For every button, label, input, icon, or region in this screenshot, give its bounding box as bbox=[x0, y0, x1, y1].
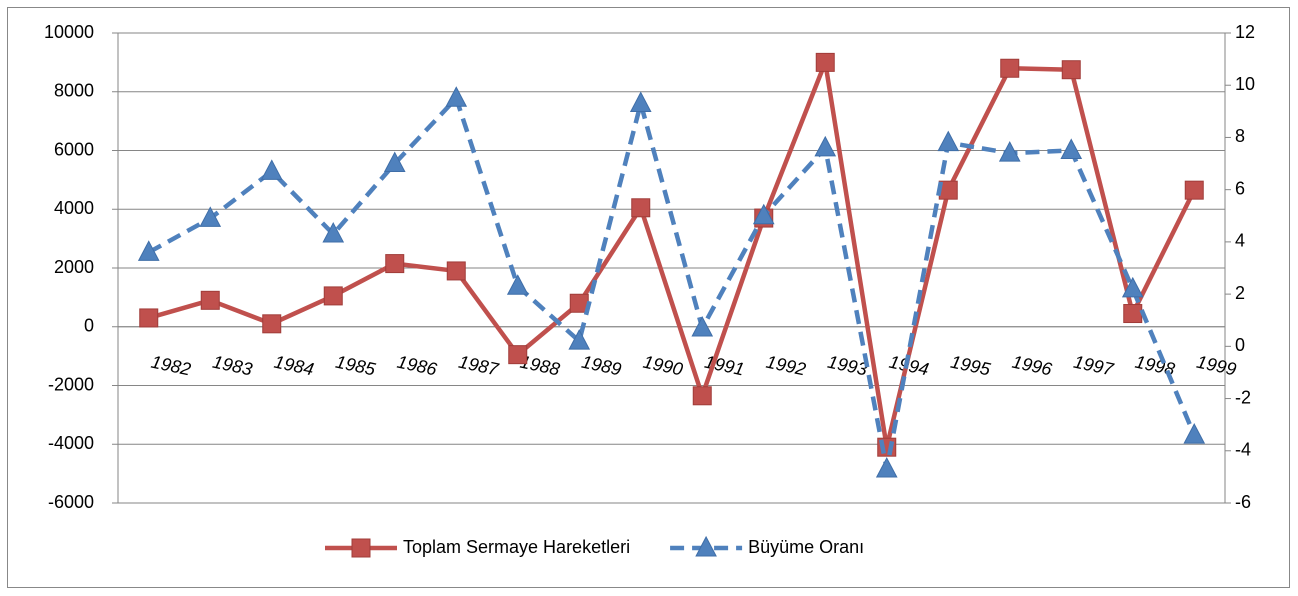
marker bbox=[200, 290, 220, 310]
legend-label: Toplam Sermaye Hareketleri bbox=[403, 537, 630, 557]
marker bbox=[383, 151, 406, 173]
y-tick-label: -2000 bbox=[48, 374, 94, 394]
marker bbox=[752, 203, 775, 225]
series-line bbox=[148, 60, 1197, 450]
marker bbox=[1184, 180, 1204, 200]
marker bbox=[631, 198, 651, 218]
y2-tick-label: 8 bbox=[1235, 126, 1245, 146]
legend-label: Büyüme Oranı bbox=[748, 537, 864, 557]
marker bbox=[1060, 138, 1083, 159]
marker bbox=[1123, 304, 1143, 324]
marker bbox=[139, 308, 159, 328]
legend-item: Büyüme Oranı bbox=[670, 535, 864, 557]
marker bbox=[445, 86, 468, 107]
marker bbox=[199, 206, 222, 227]
y-tick-label: 0 bbox=[84, 316, 94, 336]
marker bbox=[1061, 60, 1081, 80]
y-tick-label: 2000 bbox=[54, 257, 94, 277]
y-tick-label: -6000 bbox=[48, 492, 94, 512]
y2-tick-label: 10 bbox=[1235, 74, 1255, 94]
marker bbox=[260, 159, 283, 180]
chart-frame bbox=[7, 7, 1290, 588]
y2-tick-label: 0 bbox=[1235, 335, 1245, 355]
marker bbox=[323, 286, 343, 306]
series-line bbox=[147, 96, 1197, 472]
y-tick-label: 8000 bbox=[54, 81, 94, 101]
marker bbox=[446, 261, 466, 281]
y2-tick-label: 2 bbox=[1235, 283, 1245, 303]
marker bbox=[692, 386, 712, 406]
marker bbox=[998, 141, 1021, 162]
y2-tick-label: 12 bbox=[1235, 22, 1255, 42]
y2-tick-label: -6 bbox=[1235, 492, 1251, 512]
marker bbox=[691, 315, 714, 337]
marker bbox=[506, 274, 529, 295]
marker bbox=[1121, 276, 1144, 298]
marker bbox=[629, 91, 652, 112]
marker bbox=[1000, 58, 1020, 78]
y2-tick-label: 4 bbox=[1235, 231, 1245, 251]
y2-tick-label: -2 bbox=[1235, 387, 1251, 407]
marker bbox=[322, 221, 345, 243]
marker bbox=[262, 314, 282, 334]
y-tick-label: 4000 bbox=[54, 198, 94, 218]
y-tick-label: 10000 bbox=[44, 22, 94, 42]
marker bbox=[351, 538, 371, 558]
marker bbox=[508, 345, 528, 365]
y2-tick-label: 6 bbox=[1235, 178, 1245, 198]
marker bbox=[1183, 423, 1206, 444]
marker bbox=[137, 240, 160, 261]
marker bbox=[568, 329, 591, 350]
y2-tick-label: -4 bbox=[1235, 440, 1251, 460]
y-tick-label: 6000 bbox=[54, 139, 94, 159]
y-tick-label: -4000 bbox=[48, 433, 94, 453]
marker bbox=[385, 254, 405, 274]
legend-item: Toplam Sermaye Hareketleri bbox=[325, 537, 630, 558]
marker bbox=[875, 456, 898, 478]
marker bbox=[814, 135, 837, 157]
marker bbox=[937, 130, 960, 152]
marker bbox=[695, 535, 717, 557]
marker bbox=[815, 52, 835, 72]
